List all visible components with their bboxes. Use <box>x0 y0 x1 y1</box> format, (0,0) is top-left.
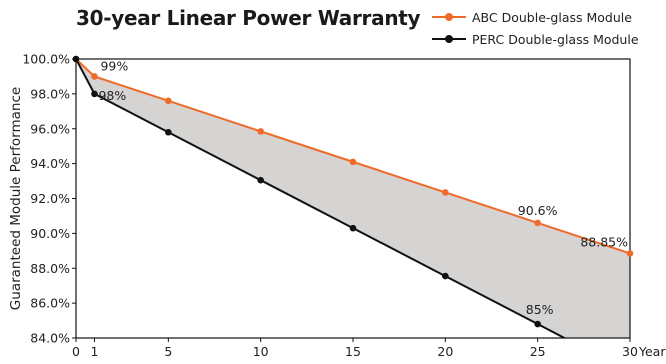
legend-label-perc: PERC Double-glass Module <box>472 31 639 47</box>
y-tick-label: 86.0% <box>30 296 70 311</box>
series-1-point <box>349 224 357 232</box>
legend: ABC Double-glass Module PERC Double-glas… <box>432 6 639 50</box>
y-tick-label: 96.0% <box>30 121 70 136</box>
series-0-point <box>257 128 264 135</box>
x-tick-label: 25 <box>530 344 546 359</box>
x-tick-label: 0 <box>72 344 80 359</box>
y-tick-label: 90.0% <box>30 226 70 241</box>
x-tick-label: 20 <box>437 344 453 359</box>
data-label: 98% <box>98 88 126 103</box>
y-tick-label: 98.0% <box>30 86 70 101</box>
x-tick-label: 1 <box>90 344 98 359</box>
series-0-point <box>91 73 98 80</box>
series-0-point <box>165 97 172 105</box>
series-1-point <box>165 128 172 136</box>
series-0-point <box>442 189 449 196</box>
y-axis-label: Guaranteed Module Performance <box>8 87 24 310</box>
chart-title: 30-year Linear Power Warranty <box>76 6 421 30</box>
y-tick-label: 94.0% <box>30 156 70 171</box>
x-tick-label: 5 <box>164 344 172 359</box>
data-label: 88.85% <box>580 234 628 249</box>
shaded-gap-area <box>76 59 630 338</box>
x-tick-label: 30 <box>622 344 638 359</box>
x-tick-label: 15 <box>345 344 361 359</box>
data-label: 90.6% <box>518 203 558 218</box>
series-1-point <box>534 320 541 328</box>
series-line-0 <box>76 59 630 255</box>
series-1-point <box>257 176 264 184</box>
legend-swatch-perc <box>432 33 466 45</box>
data-label: 85% <box>526 302 554 317</box>
data-label: 99% <box>100 58 128 73</box>
x-tick-label: 10 <box>253 344 269 359</box>
y-tick-label: 100.0% <box>22 52 70 67</box>
legend-item-abc: ABC Double-glass Module <box>432 6 639 28</box>
series-0-point <box>534 219 541 227</box>
y-tick-label: 84.0% <box>30 331 70 346</box>
y-tick-label: 88.0% <box>30 261 70 276</box>
y-tick-label: 92.0% <box>30 191 70 206</box>
series-0-point <box>349 158 357 166</box>
legend-swatch-abc <box>432 11 466 23</box>
legend-label-abc: ABC Double-glass Module <box>472 9 632 25</box>
legend-item-perc: PERC Double-glass Module <box>432 28 639 50</box>
x-axis-label: Year <box>638 344 666 359</box>
series-1-point <box>91 90 98 98</box>
series-0-point <box>626 250 634 257</box>
series-line-1 <box>76 59 567 338</box>
series-1-point <box>442 272 449 280</box>
